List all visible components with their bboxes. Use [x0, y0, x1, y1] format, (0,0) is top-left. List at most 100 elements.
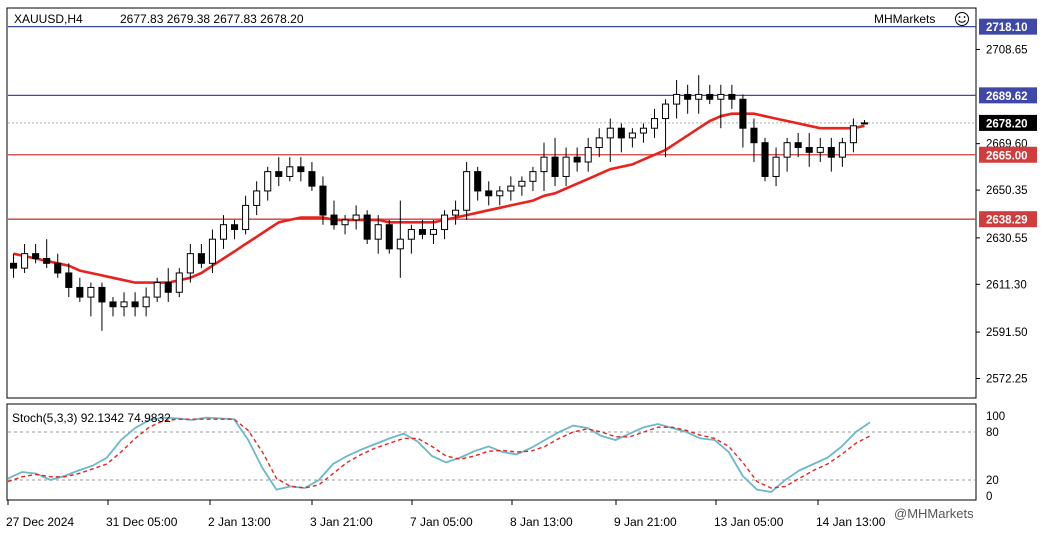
price-tick-label: 2630.55 [986, 233, 1028, 245]
level-tags: 2718.10 2689.62 2678.20 2665.00 2638.29 [979, 18, 1037, 228]
candle [717, 84, 725, 129]
candle [197, 244, 205, 269]
price-axis: 2708.652669.602650.352630.552611.302591.… [976, 44, 1028, 386]
stoch-title: Stoch(5,3,3) 92.1342 74.9832 [12, 411, 171, 425]
candle [153, 277, 161, 302]
candle [827, 137, 835, 172]
candle [208, 229, 216, 273]
candle [396, 200, 404, 278]
stochastic-oscillator [7, 416, 976, 493]
level-tag-text-2678.20: 2678.20 [986, 118, 1028, 130]
time-tick-label: 2 Jan 13:00 [208, 515, 271, 529]
watermark: @MHMarkets [894, 506, 974, 521]
candle [695, 75, 703, 114]
price-tick-label: 2650.35 [986, 185, 1028, 197]
time-tick-label: 9 Jan 21:00 [614, 515, 677, 529]
candle [131, 292, 139, 317]
candle [54, 253, 62, 278]
candle [109, 297, 117, 317]
candle [540, 142, 548, 191]
candle [264, 166, 272, 201]
candle [606, 118, 614, 162]
candle [297, 157, 305, 182]
candle [407, 224, 415, 254]
candle [175, 268, 183, 298]
price-tick-label: 2708.65 [986, 44, 1028, 56]
level-tag-text-2638.29: 2638.29 [986, 215, 1028, 227]
price-tick-label: 2591.50 [986, 327, 1028, 339]
candle [673, 79, 681, 119]
time-tick-label: 27 Dec 2024 [6, 515, 74, 529]
candle [562, 147, 570, 187]
stoch-tick-label: 100 [986, 411, 1005, 423]
candle [838, 137, 846, 167]
candle [219, 215, 228, 249]
candle [65, 263, 73, 298]
price-tick-label: 2572.25 [986, 374, 1028, 386]
time-tick-label: 13 Jan 05:00 [714, 515, 784, 529]
candle [9, 253, 18, 278]
candle [816, 137, 824, 162]
candle [21, 244, 29, 273]
ohlc-label: 2677.83 2679.38 2677.83 2678.20 [120, 12, 304, 26]
candle [496, 186, 504, 206]
candle [374, 215, 382, 254]
stoch-main-line [7, 416, 871, 493]
level-tag-2665.00 [979, 146, 1037, 163]
level-tag-2718.10 [979, 18, 1037, 35]
time-tick-label: 31 Dec 05:00 [106, 515, 178, 529]
candle [584, 137, 592, 172]
candle [474, 166, 482, 201]
candle [98, 282, 106, 331]
stoch-tick-label: 20 [986, 475, 999, 487]
candle [186, 244, 194, 283]
candle [860, 120, 869, 125]
level-tag-text-2665.00: 2665.00 [986, 150, 1028, 162]
candle [628, 128, 636, 148]
candle [617, 123, 625, 153]
candle [275, 157, 283, 187]
candle [518, 176, 526, 196]
candle [805, 133, 813, 167]
candle [650, 108, 659, 138]
time-tick-label: 8 Jan 13:00 [510, 515, 573, 529]
candle [639, 123, 647, 143]
candle [573, 147, 581, 172]
candle [142, 287, 150, 317]
candle [684, 84, 692, 114]
candle [706, 84, 714, 105]
candle [429, 219, 438, 245]
candle [772, 147, 780, 187]
candle [341, 215, 349, 235]
candle [308, 161, 316, 191]
candle [76, 277, 84, 302]
candle [507, 176, 515, 201]
level-tag-2689.62 [979, 87, 1037, 104]
stoch-tick-label: 80 [986, 427, 999, 439]
candle [363, 210, 371, 245]
candle [32, 244, 40, 264]
candle [253, 181, 261, 216]
candle [352, 205, 360, 230]
stoch-axis: 100 80 20 0 [986, 411, 1005, 503]
smiley-icon [955, 12, 969, 26]
time-tick-label: 7 Jan 05:00 [410, 515, 473, 529]
candle [319, 176, 327, 225]
candle [750, 118, 758, 162]
time-tick-label: 14 Jan 13:00 [816, 515, 886, 529]
candle [164, 268, 172, 302]
candle [385, 219, 393, 254]
candle [728, 84, 736, 109]
candle [43, 239, 51, 269]
candle [849, 118, 857, 153]
candle [783, 137, 791, 172]
candles [9, 75, 869, 331]
price-levels [8, 25, 976, 220]
candle [485, 181, 493, 206]
candle [551, 137, 559, 187]
candle [231, 219, 239, 240]
candle [120, 292, 128, 317]
time-tick-label: 3 Jan 21:00 [310, 515, 373, 529]
level-tag-2638.29 [979, 211, 1037, 228]
